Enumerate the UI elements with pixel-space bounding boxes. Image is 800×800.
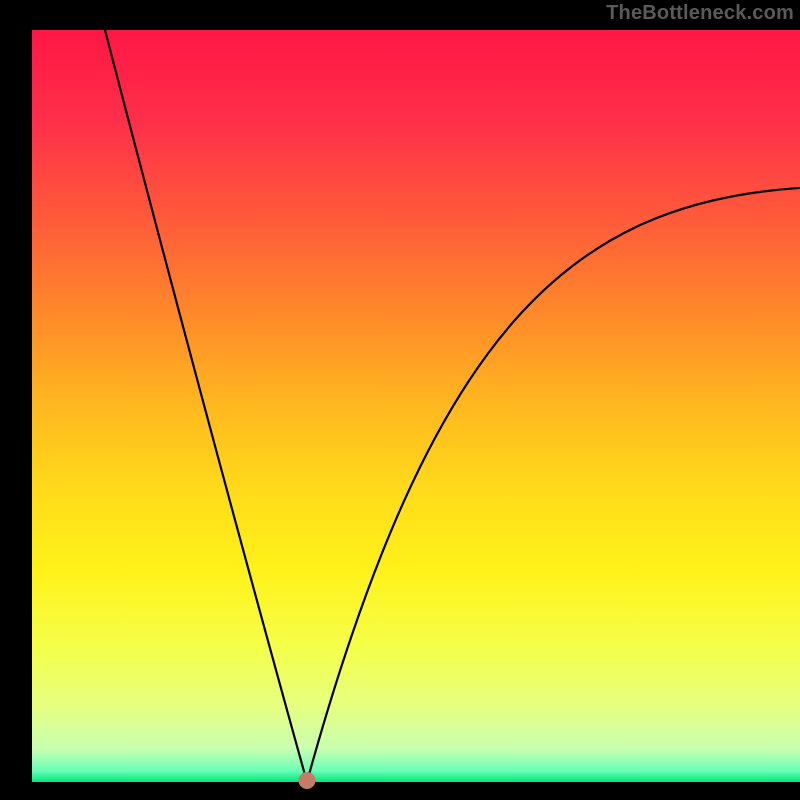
watermark-text: TheBottleneck.com xyxy=(606,2,794,25)
optimal-point-marker xyxy=(299,772,315,788)
bottleneck-chart xyxy=(0,0,800,800)
chart-plot-area xyxy=(32,30,800,782)
